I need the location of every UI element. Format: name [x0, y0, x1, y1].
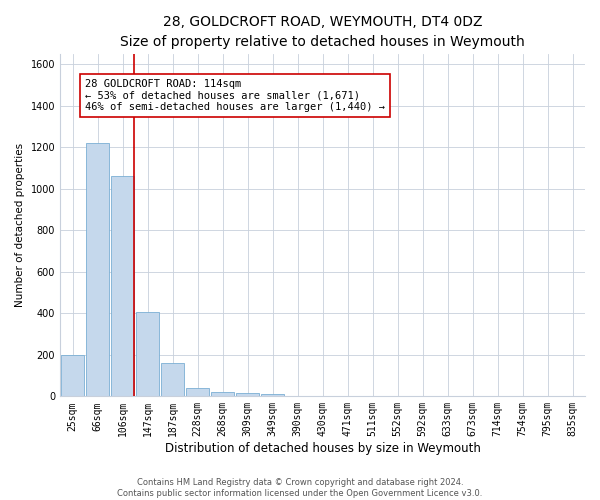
- X-axis label: Distribution of detached houses by size in Weymouth: Distribution of detached houses by size …: [164, 442, 481, 455]
- Bar: [86, 143, 109, 397]
- Bar: [111, 176, 134, 396]
- Bar: [186, 388, 209, 396]
- Bar: [136, 312, 159, 396]
- Bar: [161, 363, 184, 396]
- Bar: [61, 355, 84, 397]
- Bar: [236, 393, 259, 396]
- Bar: [261, 394, 284, 396]
- Bar: [211, 392, 234, 396]
- Text: 28 GOLDCROFT ROAD: 114sqm
← 53% of detached houses are smaller (1,671)
46% of se: 28 GOLDCROFT ROAD: 114sqm ← 53% of detac…: [85, 78, 385, 112]
- Y-axis label: Number of detached properties: Number of detached properties: [15, 143, 25, 307]
- Text: Contains HM Land Registry data © Crown copyright and database right 2024.
Contai: Contains HM Land Registry data © Crown c…: [118, 478, 482, 498]
- Title: 28, GOLDCROFT ROAD, WEYMOUTH, DT4 0DZ
Size of property relative to detached hous: 28, GOLDCROFT ROAD, WEYMOUTH, DT4 0DZ Si…: [120, 15, 525, 48]
